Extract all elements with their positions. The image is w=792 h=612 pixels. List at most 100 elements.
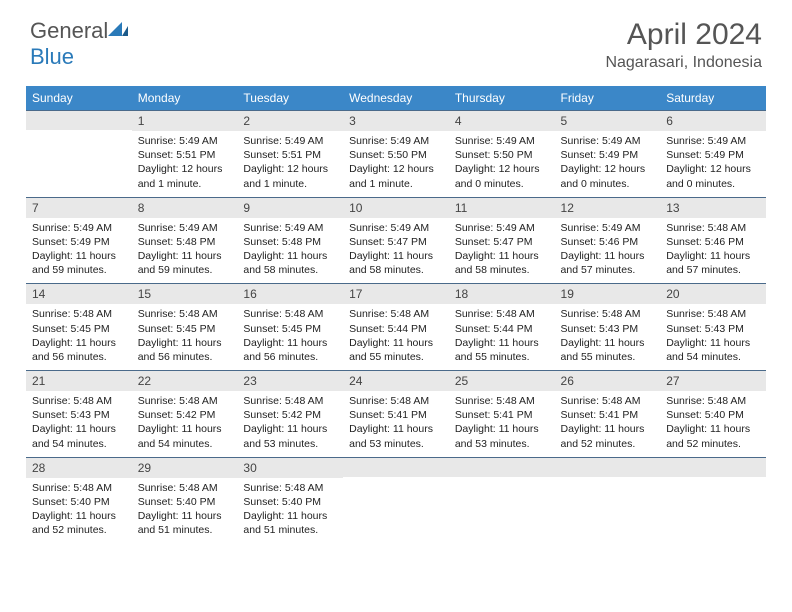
day-cell: 1Sunrise: 5:49 AMSunset: 5:51 PMDaylight…	[132, 110, 238, 197]
day-cell: 20Sunrise: 5:48 AMSunset: 5:43 PMDayligh…	[660, 283, 766, 370]
logo-shape-icon	[108, 22, 128, 38]
day-cell: 4Sunrise: 5:49 AMSunset: 5:50 PMDaylight…	[449, 110, 555, 197]
day-number: 17	[343, 283, 449, 304]
day-cell	[26, 110, 132, 197]
header: General Blue April 2024 Nagarasari, Indo…	[0, 0, 792, 80]
day-number: 7	[26, 197, 132, 218]
day-info: Sunrise: 5:49 AMSunset: 5:49 PMDaylight:…	[26, 218, 132, 284]
day-info: Sunrise: 5:49 AMSunset: 5:50 PMDaylight:…	[449, 131, 555, 197]
day-number: 3	[343, 110, 449, 131]
day-cell: 23Sunrise: 5:48 AMSunset: 5:42 PMDayligh…	[237, 370, 343, 457]
calendar-row: 7Sunrise: 5:49 AMSunset: 5:49 PMDaylight…	[26, 197, 766, 284]
day-info: Sunrise: 5:48 AMSunset: 5:41 PMDaylight:…	[555, 391, 661, 457]
day-cell: 30Sunrise: 5:48 AMSunset: 5:40 PMDayligh…	[237, 457, 343, 544]
day-info: Sunrise: 5:49 AMSunset: 5:48 PMDaylight:…	[237, 218, 343, 284]
day-cell: 27Sunrise: 5:48 AMSunset: 5:40 PMDayligh…	[660, 370, 766, 457]
day-info: Sunrise: 5:48 AMSunset: 5:40 PMDaylight:…	[237, 478, 343, 544]
calendar-row: 28Sunrise: 5:48 AMSunset: 5:40 PMDayligh…	[26, 457, 766, 544]
day-cell: 5Sunrise: 5:49 AMSunset: 5:49 PMDaylight…	[555, 110, 661, 197]
day-number: 23	[237, 370, 343, 391]
dow-friday: Friday	[555, 86, 661, 110]
day-cell: 12Sunrise: 5:49 AMSunset: 5:46 PMDayligh…	[555, 197, 661, 284]
day-number: 30	[237, 457, 343, 478]
calendar-row: 21Sunrise: 5:48 AMSunset: 5:43 PMDayligh…	[26, 370, 766, 457]
day-number: 2	[237, 110, 343, 131]
day-number: 6	[660, 110, 766, 131]
day-cell: 29Sunrise: 5:48 AMSunset: 5:40 PMDayligh…	[132, 457, 238, 544]
day-number: 1	[132, 110, 238, 131]
day-info: Sunrise: 5:48 AMSunset: 5:44 PMDaylight:…	[449, 304, 555, 370]
day-cell: 18Sunrise: 5:48 AMSunset: 5:44 PMDayligh…	[449, 283, 555, 370]
day-info: Sunrise: 5:48 AMSunset: 5:40 PMDaylight:…	[660, 391, 766, 457]
day-info: Sunrise: 5:49 AMSunset: 5:51 PMDaylight:…	[237, 131, 343, 197]
day-cell: 26Sunrise: 5:48 AMSunset: 5:41 PMDayligh…	[555, 370, 661, 457]
day-number: 4	[449, 110, 555, 131]
day-number: 11	[449, 197, 555, 218]
day-cell	[660, 457, 766, 544]
day-info: Sunrise: 5:49 AMSunset: 5:51 PMDaylight:…	[132, 131, 238, 197]
day-number: 15	[132, 283, 238, 304]
empty-day-header	[343, 457, 449, 477]
day-number: 22	[132, 370, 238, 391]
day-cell: 14Sunrise: 5:48 AMSunset: 5:45 PMDayligh…	[26, 283, 132, 370]
dow-sunday: Sunday	[26, 86, 132, 110]
day-cell: 24Sunrise: 5:48 AMSunset: 5:41 PMDayligh…	[343, 370, 449, 457]
day-info: Sunrise: 5:48 AMSunset: 5:44 PMDaylight:…	[343, 304, 449, 370]
day-cell: 3Sunrise: 5:49 AMSunset: 5:50 PMDaylight…	[343, 110, 449, 197]
page-title: April 2024	[605, 18, 762, 52]
day-cell: 21Sunrise: 5:48 AMSunset: 5:43 PMDayligh…	[26, 370, 132, 457]
logo-text: General Blue	[30, 18, 128, 70]
day-info: Sunrise: 5:48 AMSunset: 5:46 PMDaylight:…	[660, 218, 766, 284]
dow-monday: Monday	[132, 86, 238, 110]
calendar-row: 1Sunrise: 5:49 AMSunset: 5:51 PMDaylight…	[26, 110, 766, 197]
day-number: 18	[449, 283, 555, 304]
day-cell: 25Sunrise: 5:48 AMSunset: 5:41 PMDayligh…	[449, 370, 555, 457]
day-number: 28	[26, 457, 132, 478]
day-number: 9	[237, 197, 343, 218]
day-number: 21	[26, 370, 132, 391]
empty-day-header	[660, 457, 766, 477]
calendar-row: 14Sunrise: 5:48 AMSunset: 5:45 PMDayligh…	[26, 283, 766, 370]
day-cell: 19Sunrise: 5:48 AMSunset: 5:43 PMDayligh…	[555, 283, 661, 370]
day-cell: 15Sunrise: 5:48 AMSunset: 5:45 PMDayligh…	[132, 283, 238, 370]
day-info: Sunrise: 5:48 AMSunset: 5:41 PMDaylight:…	[343, 391, 449, 457]
day-number: 27	[660, 370, 766, 391]
dow-tuesday: Tuesday	[237, 86, 343, 110]
day-number: 12	[555, 197, 661, 218]
day-cell	[555, 457, 661, 544]
empty-day-header	[555, 457, 661, 477]
empty-day-header	[26, 110, 132, 130]
dow-saturday: Saturday	[660, 86, 766, 110]
day-info: Sunrise: 5:48 AMSunset: 5:41 PMDaylight:…	[449, 391, 555, 457]
logo: General Blue	[30, 18, 128, 70]
day-info: Sunrise: 5:48 AMSunset: 5:43 PMDaylight:…	[660, 304, 766, 370]
day-info: Sunrise: 5:48 AMSunset: 5:45 PMDaylight:…	[26, 304, 132, 370]
day-info: Sunrise: 5:48 AMSunset: 5:40 PMDaylight:…	[26, 478, 132, 544]
logo-word-blue: Blue	[30, 44, 74, 69]
day-info: Sunrise: 5:49 AMSunset: 5:49 PMDaylight:…	[555, 131, 661, 197]
day-number: 26	[555, 370, 661, 391]
day-info: Sunrise: 5:49 AMSunset: 5:49 PMDaylight:…	[660, 131, 766, 197]
calendar-table: Sunday Monday Tuesday Wednesday Thursday…	[26, 86, 766, 543]
day-cell: 6Sunrise: 5:49 AMSunset: 5:49 PMDaylight…	[660, 110, 766, 197]
day-number: 5	[555, 110, 661, 131]
day-number: 20	[660, 283, 766, 304]
day-number: 25	[449, 370, 555, 391]
day-info: Sunrise: 5:49 AMSunset: 5:47 PMDaylight:…	[449, 218, 555, 284]
dow-wednesday: Wednesday	[343, 86, 449, 110]
day-cell: 13Sunrise: 5:48 AMSunset: 5:46 PMDayligh…	[660, 197, 766, 284]
day-number: 29	[132, 457, 238, 478]
logo-word-general: General	[30, 18, 108, 43]
location-label: Nagarasari, Indonesia	[605, 54, 762, 72]
day-number: 16	[237, 283, 343, 304]
day-info: Sunrise: 5:49 AMSunset: 5:50 PMDaylight:…	[343, 131, 449, 197]
day-cell: 22Sunrise: 5:48 AMSunset: 5:42 PMDayligh…	[132, 370, 238, 457]
day-cell: 17Sunrise: 5:48 AMSunset: 5:44 PMDayligh…	[343, 283, 449, 370]
empty-day-header	[449, 457, 555, 477]
day-cell	[343, 457, 449, 544]
day-number: 24	[343, 370, 449, 391]
day-info: Sunrise: 5:48 AMSunset: 5:42 PMDaylight:…	[132, 391, 238, 457]
day-number: 8	[132, 197, 238, 218]
day-cell: 28Sunrise: 5:48 AMSunset: 5:40 PMDayligh…	[26, 457, 132, 544]
day-info: Sunrise: 5:48 AMSunset: 5:43 PMDaylight:…	[555, 304, 661, 370]
